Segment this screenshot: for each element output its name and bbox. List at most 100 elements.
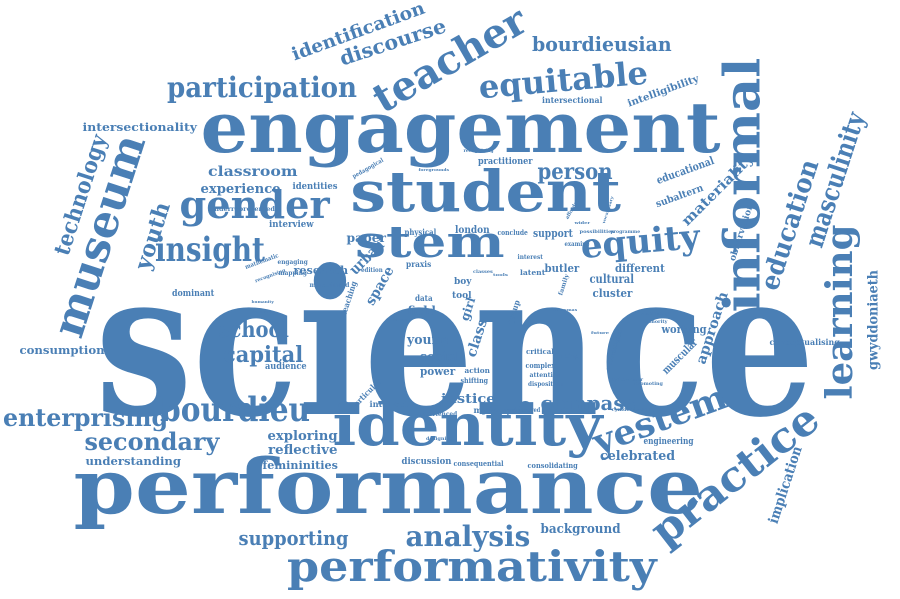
word-mapping: mapping [278,270,307,277]
word-finding: finding [554,353,580,360]
word-classroom: classroom [208,164,298,180]
word-promoting: promoting [634,380,663,387]
word-consequential: consequential [453,458,504,468]
word-gender: gender [178,182,330,227]
word-practitioner: practitioner [477,156,533,167]
word-london: london [454,225,490,236]
word-supporting: supporting [238,526,348,550]
word-physical: physical [403,227,436,237]
word-insight: insight [154,230,265,270]
word-understanding: understanding [85,454,181,468]
word-research: research [293,263,349,277]
word-performativity: performativity [286,542,657,591]
word-cyflawnder: cyflawnder [610,376,644,383]
word-experienced: experienced [416,411,457,418]
word-student: student [349,159,621,225]
word-data: data [414,293,433,303]
word-femininities: femininities [262,458,338,472]
word-programme: programme [609,228,640,235]
word-identities: identities [292,181,338,192]
word-background: background [539,521,621,537]
word-classes: classes [473,268,493,275]
word-performance: performance [73,442,703,531]
word-conclude: conclude [497,227,528,237]
word-interest: interest [517,254,543,261]
word-latent: latent [519,267,545,277]
word-experience: experience [199,181,281,197]
word-authority: authority [642,318,668,325]
word-tools: tools [492,272,508,277]
word-justice: justice [440,391,496,407]
word-humanity: humanity [250,299,274,304]
word-butler: butler [544,261,580,275]
word-recognizing: recognizing [463,147,494,154]
word-consumption: consumption [19,343,105,357]
word-discussion: discussion [401,456,451,467]
word-equity: equity [578,216,702,268]
word-interview: interview [268,219,314,230]
word-capital: capital [223,342,304,368]
word-cymdeithasol: cymdeithasol [610,406,650,413]
word-intersectional: intersectional [541,95,603,105]
word-exploring: exploring [267,428,338,444]
word-audience: audience [264,361,307,372]
word-cultural: cultural [589,272,635,286]
word-young: young [406,332,450,348]
word-action: action [464,365,490,375]
word-intellect: intellect [368,399,408,409]
word-paper: paper [345,231,386,245]
word-critical: critical [526,346,554,356]
word-different: different [614,261,665,275]
word-embracing: embracing [641,310,669,317]
word-attention: attention [529,372,562,379]
word-working: working [661,322,707,336]
word-complex: complex [524,360,555,370]
word-enterprising: enterprising [2,403,168,432]
word-power: power [419,364,455,378]
word-science: science [95,227,815,462]
word-identity: identity [331,391,603,459]
word-foregrounds: foregrounds [417,167,449,172]
word-compass: compass [540,391,636,415]
word-school: school [218,317,289,343]
word-analysis: analysis [405,520,531,553]
word-edition: edition [360,267,383,274]
word-lerem: lerem [392,317,408,322]
word-cluster: cluster [592,286,632,300]
word-intersectionality: intersectionality [82,120,197,134]
word-possibilities: possibilities [579,228,615,235]
word-examine: examine [564,241,590,248]
word-reflective: reflective [268,442,338,458]
word-bourdieu: bourdieu [160,390,311,430]
word-engaging: engaging [277,259,308,266]
word-consolidating: consolidating [527,460,578,470]
word-myfyrwyr: myfyrwyr [473,405,516,415]
word-stem: stem [355,217,505,268]
word-shifting: shifting [459,375,488,385]
word-dilemmas: dilemmas [552,307,578,312]
word-minoritized: minoritized [308,282,349,289]
word-industry: industry [252,309,272,314]
word-secondary: secondary [84,427,220,456]
word-designing: designing [426,435,454,442]
word-underserved: underserved [505,407,541,414]
word-engineering: engineering [642,436,693,447]
word-support: support [532,226,573,240]
word-praxis: praxis [405,259,431,269]
word-celebrated: celebrated [599,448,675,464]
word-conceptualising: conceptualising [768,337,840,347]
word-underrepresented: underrepresented [209,206,275,213]
word-boy: boy [454,276,472,287]
word-future: future [590,330,610,335]
word-bourdieusian: bourdieusian [531,32,672,56]
word-social: social [420,349,461,365]
word-tool: tool [452,290,472,301]
word-wider: wider [574,220,590,225]
word-engagement: engagement [200,86,721,169]
word-dominant: dominant [172,288,215,299]
word-disposition: disposition [527,381,563,388]
word-gwyddoniaeth: gwyddoniaeth [865,270,882,370]
word-field: field [406,304,436,318]
word-participation: participation [167,71,358,104]
